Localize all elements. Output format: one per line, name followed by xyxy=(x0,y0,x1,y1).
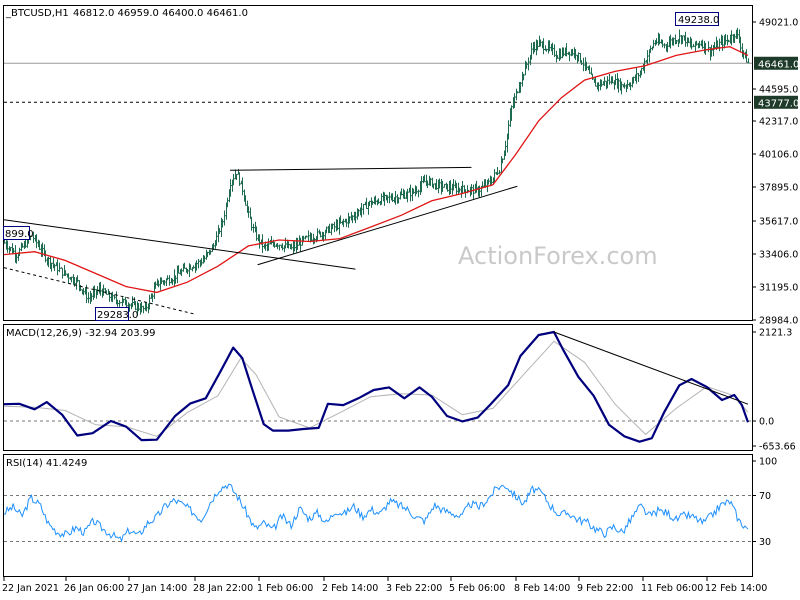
trendline xyxy=(3,219,356,270)
macd-tick-label: 2121.3 xyxy=(759,328,792,339)
high-annotation: 49238.0 xyxy=(675,12,719,26)
time-tick-label: 26 Jan 06:00 xyxy=(64,583,124,594)
ohlc-label: 46812.0 46959.0 46400.0 46461.0 xyxy=(73,8,248,19)
time-tick-label: 1 Feb 06:00 xyxy=(257,583,313,594)
time-tick-label: 2 Feb 14:00 xyxy=(322,583,378,594)
level-price-tag: 43777.0 xyxy=(754,95,799,109)
time-tick-label: 8 Feb 14:00 xyxy=(514,583,570,594)
price-tick-label: 40106.0 xyxy=(759,150,798,161)
price-level-lines xyxy=(4,62,752,103)
rsi-axis: 100 70 30 xyxy=(752,457,777,548)
price-tick-label: 33406.0 xyxy=(759,250,798,261)
last-price-tag: 46461.0 xyxy=(754,56,799,70)
time-axis: 22 Jan 2021 26 Jan 06:00 27 Jan 14:00 28 Ja… xyxy=(2,577,767,594)
macd-panel-frame xyxy=(3,324,753,451)
macd-tick-label: -653.66 xyxy=(759,442,796,453)
price-tick-label: 44595.0 xyxy=(759,85,798,96)
rsi-series xyxy=(3,483,752,543)
trendline xyxy=(230,166,472,171)
price-tick-label: 31195.0 xyxy=(759,283,798,294)
low-annotation: 29283.0 xyxy=(95,307,138,321)
price-axis: 49021.0 44595.0 42317.0 40106.0 37895.0 35617… xyxy=(752,18,798,327)
price-bars xyxy=(3,27,750,316)
macd-series xyxy=(3,330,752,443)
price-tick-label: 37895.0 xyxy=(759,183,798,194)
time-tick-label: 28 Jan 22:00 xyxy=(193,583,253,594)
time-tick-label: 3 Feb 22:00 xyxy=(386,583,442,594)
price-trendlines xyxy=(3,166,518,315)
rsi-tick-label: 70 xyxy=(759,491,771,502)
price-tick-label: 28984.0 xyxy=(759,316,798,327)
rsi-tick-label: 30 xyxy=(759,537,771,548)
rsi-line xyxy=(3,483,749,543)
price-tick-label: 49021.0 xyxy=(759,18,798,29)
price-tick-label: 42317.0 xyxy=(759,117,798,128)
macd-signal-line xyxy=(3,340,749,437)
time-tick-label: 5 Feb 06:00 xyxy=(449,583,505,594)
price-tick-label: 35617.0 xyxy=(759,217,798,228)
svg-text:43777.0: 43777.0 xyxy=(758,98,799,109)
time-tick-label: 27 Jan 14:00 xyxy=(127,583,187,594)
watermark: ActionForex.com xyxy=(458,242,658,270)
moving-average xyxy=(3,46,749,294)
trendline xyxy=(3,267,196,315)
svg-text:49238.0: 49238.0 xyxy=(678,15,719,26)
symbol-label: _BTCUSD,H1 xyxy=(5,8,69,19)
ma-line xyxy=(3,46,749,294)
svg-text:29283.0: 29283.0 xyxy=(97,310,138,321)
macd-label: MACD(12,26,9) -32.94 203.99 xyxy=(6,328,156,339)
svg-text:899.0: 899.0 xyxy=(5,229,34,240)
price-panel-frame xyxy=(3,5,753,321)
macd-tick-label: 0.0 xyxy=(759,417,774,428)
macd-trendline xyxy=(553,331,749,405)
time-tick-label: 9 Feb 22:00 xyxy=(577,583,633,594)
trendline xyxy=(257,185,518,266)
rsi-label: RSI(14) 41.4249 xyxy=(6,458,87,469)
svg-text:46461.0: 46461.0 xyxy=(758,59,799,70)
time-tick-label: 22 Jan 2021 xyxy=(2,583,59,594)
rsi-tick-label: 100 xyxy=(759,457,777,468)
time-tick-label: 11 Feb 06:00 xyxy=(641,583,703,594)
macd-main-line xyxy=(3,330,750,443)
ohlc-bars xyxy=(3,27,750,316)
left-annotation: 899.0 xyxy=(3,226,34,240)
time-tick-label: 12 Feb 14:00 xyxy=(705,583,767,594)
rsi-panel-frame xyxy=(3,454,753,577)
macd-axis: 2121.3 0.0 -653.66 xyxy=(752,328,796,453)
